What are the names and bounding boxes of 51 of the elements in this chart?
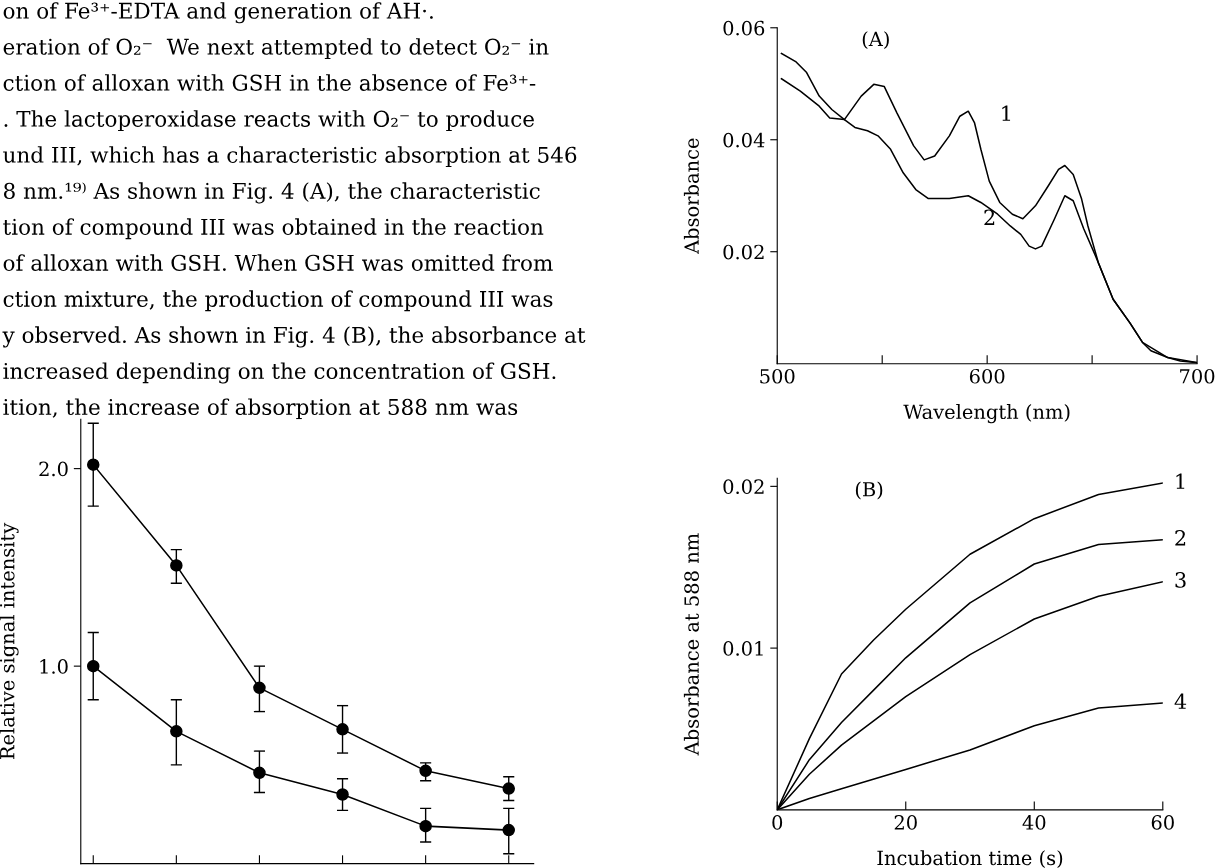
text: on of Fe³⁺-EDTA and generation of AH·.: [3, 2, 433, 24]
text: of alloxan with GSH. When GSH was omitted from: [3, 254, 553, 271]
series-label: 4: [1174, 693, 1187, 709]
y-tick-label: 0.04: [723, 132, 765, 148]
series-label: 3: [1175, 572, 1186, 588]
y-axis-title: Absorbance: [683, 138, 699, 255]
point: [502, 782, 515, 795]
series-label: 2: [1175, 530, 1186, 546]
point: [253, 766, 266, 780]
y-tick-label: 0.01: [723, 641, 763, 656]
x-tick-label: 20: [894, 815, 917, 830]
text: ction of alloxan with GSH in the absence of Fe³⁺-: [3, 74, 536, 91]
annotation: 2: [984, 209, 995, 225]
point: [86, 458, 100, 471]
x-tick-label: 500: [760, 368, 795, 384]
x-tick-label: 0: [772, 815, 783, 830]
annotation: ition, the increase of absorption at 588 nm was: [3, 398, 518, 420]
x-tick-label: 60: [1151, 815, 1174, 830]
x-tick-label: 700: [1180, 368, 1215, 384]
text: 8 nm.¹⁹⁾ As shown in Fig. 4 (A), the characteristic: [3, 182, 540, 204]
text: y observed. As shown in Fig. 4 (B), the absorbance at: [2, 326, 586, 348]
point: [419, 819, 432, 833]
point: [419, 764, 432, 778]
annotation: 1: [1002, 105, 1011, 121]
point: [170, 725, 183, 738]
point: [253, 681, 266, 695]
y-axis-title: Relative signal intensity: [0, 522, 19, 760]
point: [86, 659, 100, 673]
point: [336, 723, 349, 736]
chart-title: (A): [862, 31, 889, 49]
x-axis-title: Wavelength (nm): [903, 404, 1070, 424]
series-label: 1: [1176, 473, 1185, 489]
text: und III, which has a characteristic absorption at 546: [3, 146, 577, 168]
point: [336, 788, 349, 801]
y-tick-label: 0.02: [723, 479, 764, 495]
y-tick-label: 0.06: [723, 20, 765, 36]
y-tick-label: 2.0: [39, 461, 68, 477]
x-tick-label: 600: [969, 368, 1005, 384]
point: [502, 823, 515, 837]
text: . The lactoperoxidase reacts with O₂⁻ to produce: [4, 110, 534, 132]
x-tick-label: 40: [1022, 815, 1046, 830]
text: tion of compound III was obtained in the reaction: [3, 218, 544, 240]
y-tick-label: 1.0: [40, 659, 68, 674]
text: eration of O₂⁻ We next attempted to detect O₂⁻ in: [3, 38, 549, 60]
point: [170, 559, 183, 572]
y-tick-label: 0.02: [723, 244, 764, 260]
y-axis-title: Absorbance at 588 nm: [683, 533, 699, 756]
x-axis-title: Incubation time (s): [877, 850, 1063, 868]
chart-title: (B): [855, 481, 883, 500]
text: increased depending on the concentration of GSH.: [3, 362, 556, 384]
text: ction mixture, the production of compound III was: [3, 290, 553, 312]
